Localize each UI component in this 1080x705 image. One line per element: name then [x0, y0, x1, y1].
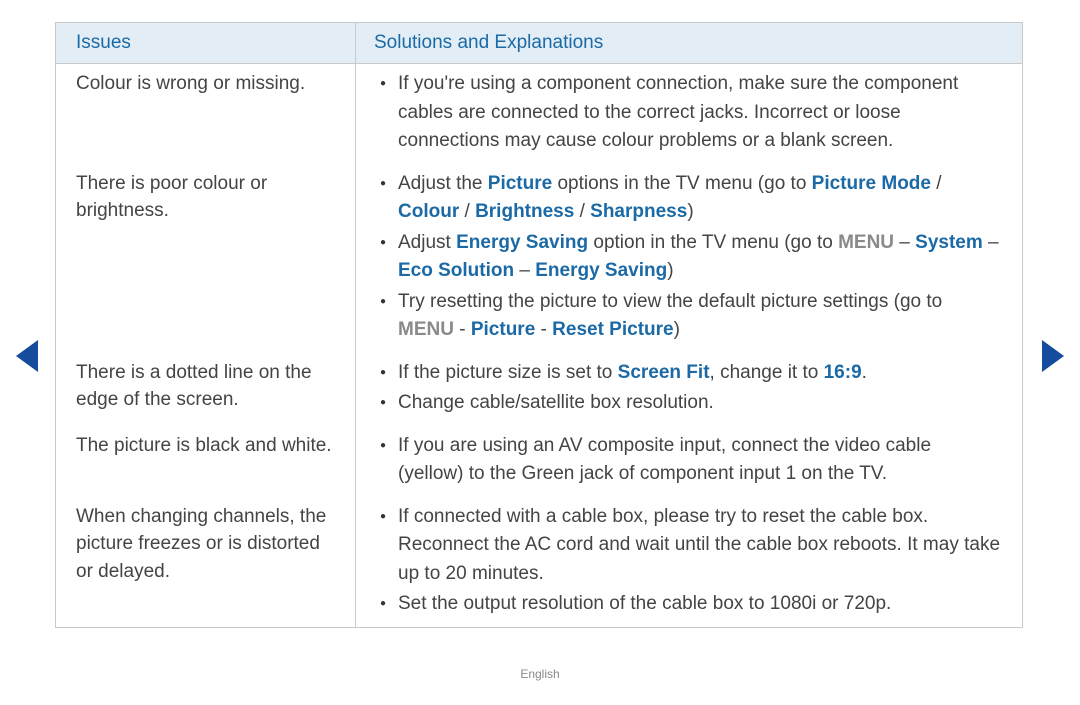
issue-cell: There is poor colour or brightness.	[56, 164, 356, 353]
prev-page-arrow[interactable]	[16, 340, 38, 372]
table-row: There is poor colour or brightness.Adjus…	[56, 164, 1022, 353]
table-row: Colour is wrong or missing.If you're usi…	[56, 64, 1022, 164]
issue-cell: The picture is black and white.	[56, 426, 356, 497]
solution-item: If you're using a component connection, …	[368, 70, 1000, 156]
solution-item: If you are using an AV composite input, …	[368, 432, 1000, 489]
solution-item: Change cable/satellite box resolution.	[368, 389, 1000, 418]
issue-cell: There is a dotted line on the edge of th…	[56, 353, 356, 426]
table-row: There is a dotted line on the edge of th…	[56, 353, 1022, 426]
next-page-arrow[interactable]	[1042, 340, 1064, 372]
table-body: Colour is wrong or missing.If you're usi…	[56, 64, 1022, 627]
solution-item: If connected with a cable box, please tr…	[368, 503, 1000, 589]
solution-item: Try resetting the picture to view the de…	[368, 288, 1000, 345]
troubleshooting-table: Issues Solutions and Explanations Colour…	[55, 22, 1023, 628]
table-header-row: Issues Solutions and Explanations	[56, 23, 1022, 64]
solution-cell: If the picture size is set to Screen Fit…	[356, 353, 1022, 426]
solution-item: If the picture size is set to Screen Fit…	[368, 359, 1000, 388]
solution-cell: Adjust the Picture options in the TV men…	[356, 164, 1022, 353]
issue-cell: Colour is wrong or missing.	[56, 64, 356, 164]
solution-item: Adjust Energy Saving option in the TV me…	[368, 229, 1000, 286]
issue-cell: When changing channels, the picture free…	[56, 497, 356, 627]
header-solutions: Solutions and Explanations	[356, 23, 1022, 63]
table-row: The picture is black and white.If you ar…	[56, 426, 1022, 497]
solution-item: Set the output resolution of the cable b…	[368, 590, 1000, 619]
solution-cell: If you are using an AV composite input, …	[356, 426, 1022, 497]
solution-cell: If connected with a cable box, please tr…	[356, 497, 1022, 627]
page-footer-language: English	[0, 667, 1080, 681]
solution-cell: If you're using a component connection, …	[356, 64, 1022, 164]
solution-item: Adjust the Picture options in the TV men…	[368, 170, 1000, 227]
table-row: When changing channels, the picture free…	[56, 497, 1022, 627]
header-issues: Issues	[56, 23, 356, 63]
